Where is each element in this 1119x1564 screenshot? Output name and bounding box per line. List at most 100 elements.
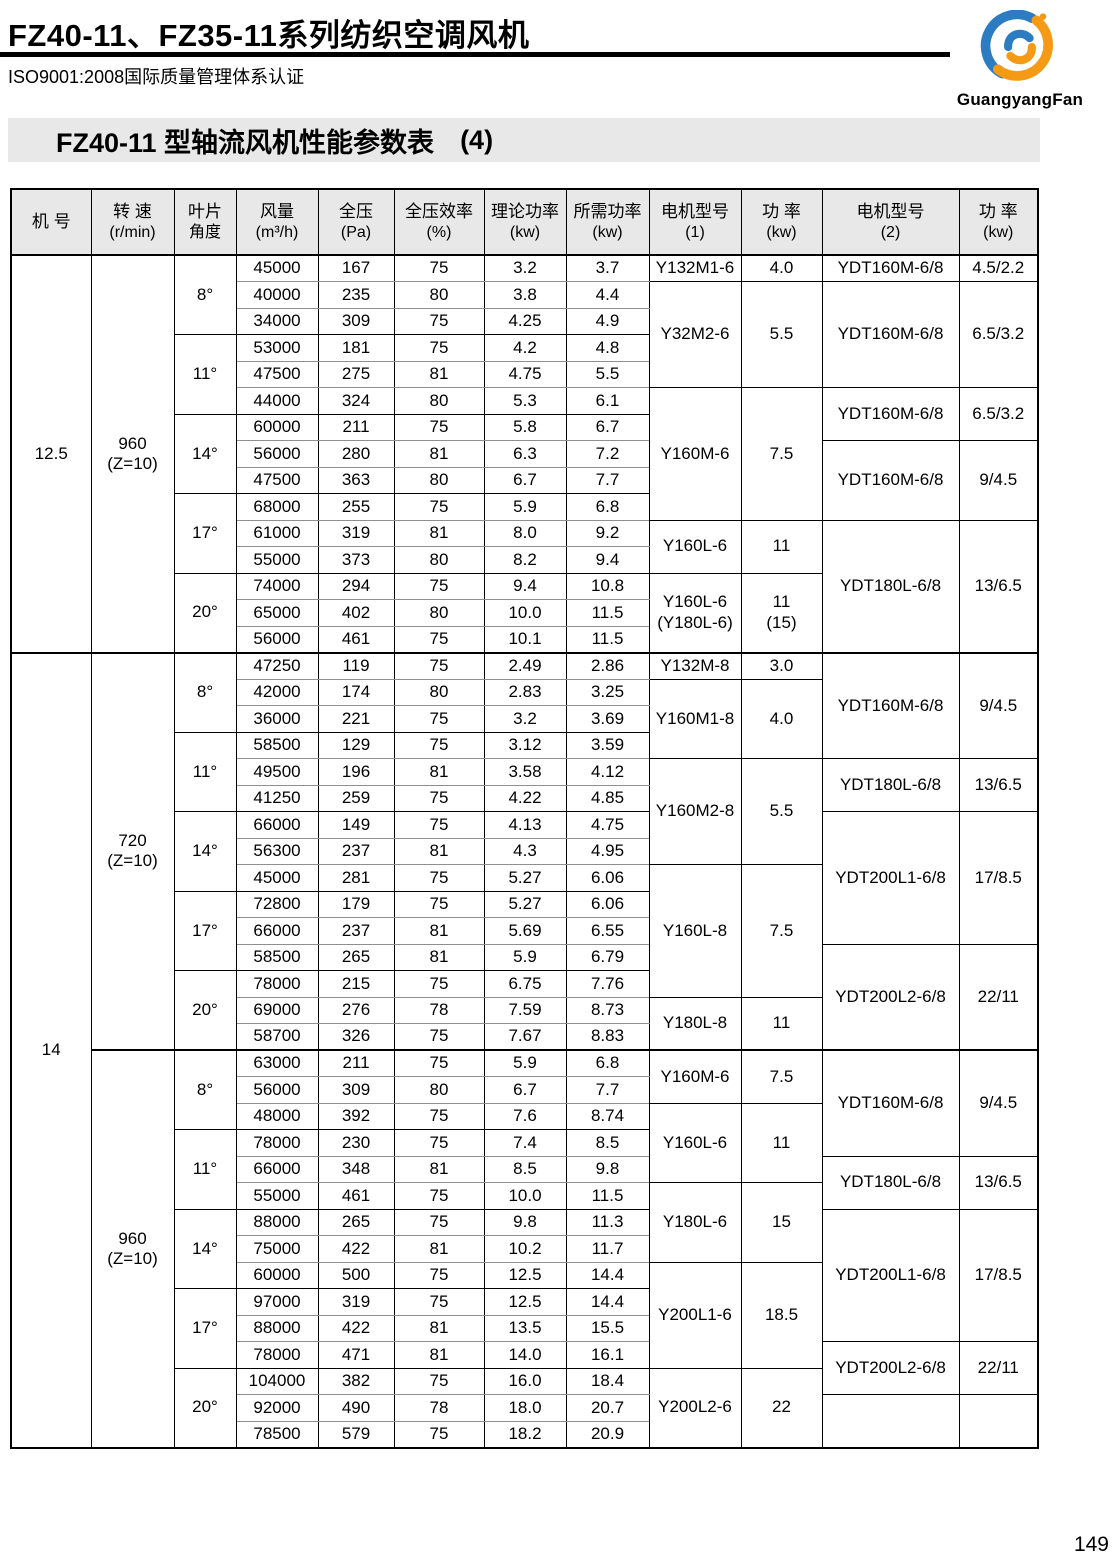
pressure-cell: 324 bbox=[317, 387, 395, 415]
required-power-cell: 4.75 bbox=[565, 811, 650, 839]
efficiency-cell: 75 bbox=[393, 1182, 485, 1210]
blade-angle-cell: 11° bbox=[173, 731, 237, 812]
efficiency-cell: 75 bbox=[393, 784, 485, 812]
table-row: 69000 276 78 7.59 8.73 Y180L-8 11 bbox=[11, 996, 1038, 1051]
motor1-model-cell: Y160L-6 bbox=[648, 1102, 742, 1183]
motor2-model-cell: YDT200L1-6/8 bbox=[821, 811, 960, 945]
motor1-power-cell: 3.0 bbox=[740, 651, 823, 680]
required-power-cell: 2.86 bbox=[565, 651, 650, 680]
motor1-model-cell: Y160L-6 bbox=[648, 519, 742, 574]
flow-cell: 47500 bbox=[235, 466, 319, 494]
motor2-model-cell: YDT160M-6/8 bbox=[821, 254, 960, 282]
table-row: 56000 280 81 6.3 7.2 YDT160M-6/8 9/4.5 bbox=[11, 440, 1039, 521]
flow-cell: 41250 bbox=[235, 784, 319, 812]
blade-angle-cell: 20° bbox=[173, 970, 237, 1051]
flow-cell: 97000 bbox=[235, 1288, 319, 1316]
required-power-cell: 14.4 bbox=[565, 1288, 650, 1316]
table-row: 65000 402 80 10.0 11.5 bbox=[11, 599, 1038, 627]
table-row: 47500 275 81 4.75 5.5 bbox=[11, 360, 1038, 388]
motor2-power-cell: 4.5/2.2 bbox=[958, 254, 1039, 282]
efficiency-cell: 75 bbox=[393, 864, 485, 892]
flow-cell: 78000 bbox=[235, 970, 319, 998]
theoretical-power-cell: 4.75 bbox=[483, 360, 567, 388]
flow-cell: 61000 bbox=[235, 519, 319, 547]
flow-cell: 44000 bbox=[235, 387, 319, 415]
flow-cell: 74000 bbox=[235, 572, 319, 600]
table-row: 44000 324 80 5.3 6.1 Y160M-6 7.5 YDT160M-6/8 6.5… bbox=[11, 387, 1039, 521]
required-power-cell: 9.8 bbox=[565, 1155, 650, 1183]
flow-cell: 55000 bbox=[235, 1182, 319, 1210]
pressure-cell: 294 bbox=[317, 572, 395, 600]
required-power-cell: 4.9 bbox=[565, 307, 650, 335]
flow-cell: 88000 bbox=[235, 1208, 319, 1236]
motor2-power-cell: 6.5/3.2 bbox=[958, 281, 1039, 388]
pressure-cell: 235 bbox=[317, 281, 395, 309]
table-header: 机 号转 速 (r/min) 叶片 角度 风量 (m³/h) 全压 (Pa) 全压效率 (%) 理论… bbox=[10, 188, 1039, 256]
pressure-cell: 265 bbox=[317, 1208, 395, 1236]
motor2-power-cell: 9/4.5 bbox=[958, 651, 1039, 759]
flow-cell: 78000 bbox=[235, 1341, 319, 1369]
required-power-cell: 11.5 bbox=[565, 1182, 650, 1210]
table-row: 88000 422 81 13.5 15.5 bbox=[11, 1314, 1038, 1342]
flow-cell: 36000 bbox=[235, 705, 319, 733]
required-power-cell: 6.79 bbox=[565, 943, 650, 971]
motor2-power-cell: 13/6.5 bbox=[958, 1155, 1039, 1210]
required-power-cell: 7.76 bbox=[565, 970, 650, 998]
efficiency-cell: 75 bbox=[393, 493, 485, 521]
table-row: 58700 326 75 7.67 8.83 bbox=[11, 1023, 1038, 1051]
column-header-2: 叶片 角度 bbox=[173, 188, 237, 256]
motor1-model-cell: Y180L-6 bbox=[648, 1182, 742, 1263]
machine-size-cell: 14 bbox=[10, 651, 92, 1448]
efficiency-cell: 75 bbox=[393, 1420, 485, 1448]
efficiency-cell: 75 bbox=[393, 625, 485, 653]
column-header-8: 电机型号 (1) bbox=[648, 188, 742, 256]
required-power-cell: 4.95 bbox=[565, 837, 650, 865]
efficiency-cell: 80 bbox=[393, 599, 485, 627]
efficiency-cell: 80 bbox=[393, 466, 485, 494]
motor2-model-cell: YDT180L-6/8 bbox=[821, 758, 960, 812]
theoretical-power-cell: 9.8 bbox=[483, 1208, 567, 1236]
pressure-cell: 319 bbox=[317, 1288, 395, 1316]
flow-cell: 49500 bbox=[235, 758, 319, 786]
flow-cell: 68000 bbox=[235, 493, 319, 521]
theoretical-power-cell: 16.0 bbox=[483, 1367, 567, 1395]
table-row: 17° 68000 255 75 5.9 6.8 bbox=[11, 493, 1038, 574]
required-power-cell: 16.1 bbox=[565, 1341, 650, 1369]
pressure-cell: 309 bbox=[317, 1076, 395, 1104]
pressure-cell: 255 bbox=[317, 493, 395, 521]
theoretical-power-cell: 5.8 bbox=[483, 413, 567, 441]
table-row: 20° 104000 382 75 16.0 18.4 Y200L2-6 22 bbox=[11, 1367, 1038, 1448]
pressure-cell: 179 bbox=[317, 890, 395, 918]
efficiency-cell: 81 bbox=[393, 1341, 485, 1369]
required-power-cell: 6.1 bbox=[565, 387, 650, 415]
pressure-cell: 181 bbox=[317, 334, 395, 362]
motor2-model-cell: YDT160M-6/8 bbox=[821, 387, 960, 441]
motor1-model-cell: Y200L1-6 bbox=[648, 1261, 742, 1369]
flow-cell: 55000 bbox=[235, 546, 319, 574]
pressure-cell: 422 bbox=[317, 1235, 395, 1263]
blade-angle-cell: 11° bbox=[173, 334, 237, 415]
required-power-cell: 6.06 bbox=[565, 864, 650, 892]
pressure-cell: 230 bbox=[317, 1129, 395, 1157]
theoretical-power-cell: 3.2 bbox=[483, 705, 567, 733]
blade-angle-cell: 8° bbox=[173, 1049, 237, 1130]
table-row: 11° 58500 129 75 3.12 3.59 bbox=[11, 731, 1038, 812]
table-row: 48000 392 75 7.6 8.74 Y160L-6 11 bbox=[11, 1102, 1038, 1183]
blade-angle-cell: 17° bbox=[173, 1288, 237, 1369]
motor1-power-cell: 5.5 bbox=[740, 758, 823, 865]
motor1-model-cell: Y32M2-6 bbox=[648, 281, 742, 388]
pressure-cell: 167 bbox=[317, 254, 395, 282]
table-row: 61000 319 81 8.0 9.2 Y160L-6 11 YDT180L-6/8 13/6… bbox=[11, 519, 1039, 653]
pressure-cell: 215 bbox=[317, 970, 395, 998]
flow-cell: 48000 bbox=[235, 1102, 319, 1130]
required-power-cell: 5.5 bbox=[565, 360, 650, 388]
pressure-cell: 579 bbox=[317, 1420, 395, 1448]
pressure-cell: 259 bbox=[317, 784, 395, 812]
theoretical-power-cell: 8.2 bbox=[483, 546, 567, 574]
pressure-cell: 326 bbox=[317, 1023, 395, 1051]
flow-cell: 56300 bbox=[235, 837, 319, 865]
table-row: 78000 471 81 14.0 16.1 YDT200L2-6/8 22/11 bbox=[11, 1341, 1039, 1395]
pressure-cell: 319 bbox=[317, 519, 395, 547]
required-power-cell: 6.55 bbox=[565, 917, 650, 945]
motor2-power-cell: 13/6.5 bbox=[958, 758, 1039, 812]
